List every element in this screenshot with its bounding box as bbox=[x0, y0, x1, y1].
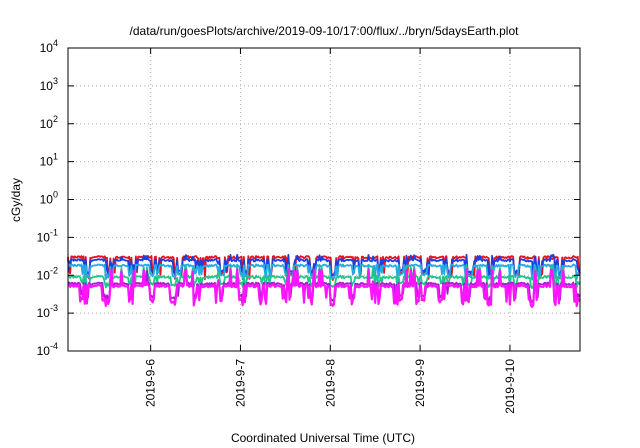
x-tick-label: 2019-9-10 bbox=[503, 359, 517, 414]
y-tick-label: 104 bbox=[40, 38, 58, 55]
y-tick-label: 100 bbox=[40, 190, 58, 207]
grid bbox=[68, 48, 580, 351]
y-tick-label: 10-2 bbox=[37, 265, 58, 282]
x-tick-label: 2019-9-6 bbox=[144, 359, 158, 407]
series-line-3 bbox=[67, 263, 581, 281]
series-line-4 bbox=[67, 265, 581, 289]
chart-title: /data/run/goesPlots/archive/2019-09-10/1… bbox=[130, 24, 520, 38]
y-tick-label: 103 bbox=[40, 76, 58, 93]
x-tick-label: 2019-9-9 bbox=[413, 359, 427, 407]
x-tick-label: 2019-9-8 bbox=[323, 359, 337, 407]
y-tick-label: 102 bbox=[40, 114, 58, 131]
x-axis-label: Coordinated Universal Time (UTC) bbox=[231, 431, 415, 445]
y-axis-label: cGy/day bbox=[9, 178, 23, 222]
x-tick-label: 2019-9-7 bbox=[233, 359, 247, 407]
y-tick-label: 10-3 bbox=[37, 303, 58, 320]
y-tick-label: 101 bbox=[40, 152, 58, 169]
y-tick-label: 10-1 bbox=[37, 227, 58, 244]
series-line-6 bbox=[67, 268, 581, 308]
y-tick-label: 10-4 bbox=[37, 341, 58, 358]
x-axis: 2019-9-6 2019-9-7 2019-9-8 2019-9-9 2019-9-1… bbox=[144, 48, 517, 414]
series-group bbox=[67, 253, 581, 308]
